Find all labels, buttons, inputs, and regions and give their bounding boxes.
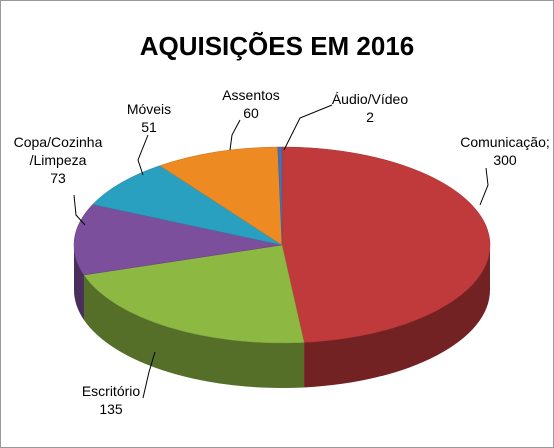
slice-side: [304, 245, 490, 388]
category-label: Escritório: [81, 383, 141, 399]
slice: [277, 146, 283, 246]
data-label: Áudio/Vídeo 2: [320, 90, 420, 126]
value-label: 51: [141, 119, 157, 135]
slice-side: [74, 245, 84, 321]
chart-title: AQUISIÇÕES EM 2016: [140, 31, 415, 61]
slice: [83, 244, 305, 344]
leader-line: [142, 351, 156, 399]
data-label: Escritório 135: [61, 382, 161, 418]
value-label: 2: [366, 109, 374, 125]
data-label: Copa/Cozinha/Limpeza 73: [11, 133, 106, 187]
category-label: Áudio/Vídeo: [331, 91, 409, 107]
value-label: 73: [50, 170, 66, 186]
data-label: Assentos 60: [211, 86, 291, 122]
slice: [159, 146, 283, 246]
data-label: Móveis 51: [109, 100, 189, 136]
value-label: 60: [243, 105, 259, 121]
category-label: Assentos: [222, 87, 280, 103]
category-label: Móveis: [126, 101, 172, 117]
data-label: Comunicação; 300: [445, 133, 554, 169]
pie: [73, 146, 491, 388]
value-label: 300: [493, 152, 517, 168]
leader-line: [137, 134, 149, 176]
slice: [281, 146, 491, 343]
leader-line: [283, 104, 333, 151]
leader-line: [479, 167, 489, 206]
leader-line: [229, 119, 241, 151]
category-label: Comunicação;: [460, 134, 550, 150]
leader-line: [73, 194, 86, 226]
slice: [73, 204, 283, 276]
leader-lines: [73, 104, 489, 399]
value-label: 135: [99, 401, 123, 417]
slice-side: [83, 275, 305, 388]
category-label: Copa/Cozinha/Limpeza: [13, 134, 103, 168]
slice: [92, 165, 283, 246]
